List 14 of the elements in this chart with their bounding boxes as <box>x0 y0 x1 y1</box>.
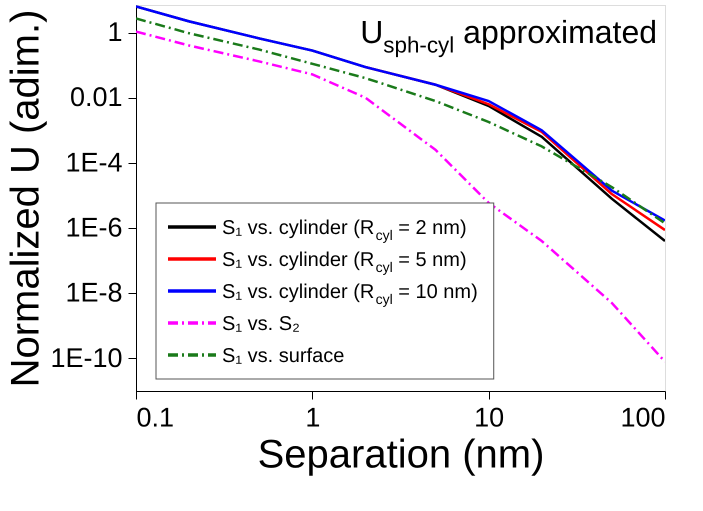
y-axis-title: Normalized U (adim.) <box>3 10 48 388</box>
y-tick-label: 1E-8 <box>65 278 122 308</box>
y-tick-label: 0.01 <box>70 82 122 112</box>
y-tick-label: 1 <box>107 17 122 48</box>
y-tick-label: 1E-6 <box>65 212 122 243</box>
y-tick-label: 1E-4 <box>65 147 122 178</box>
legend-label: S₁ vs. surface <box>222 345 344 367</box>
x-tick-label: 0.1 <box>136 402 174 432</box>
legend-label: S₁ vs. S₂ <box>222 313 300 335</box>
x-tick-label: 1 <box>305 402 320 432</box>
x-axis-title: Separation (nm) <box>258 432 544 476</box>
x-tick-label: 100 <box>620 402 666 432</box>
x-tick-label: 10 <box>474 402 504 432</box>
y-tick-label: 1E-10 <box>50 342 122 373</box>
